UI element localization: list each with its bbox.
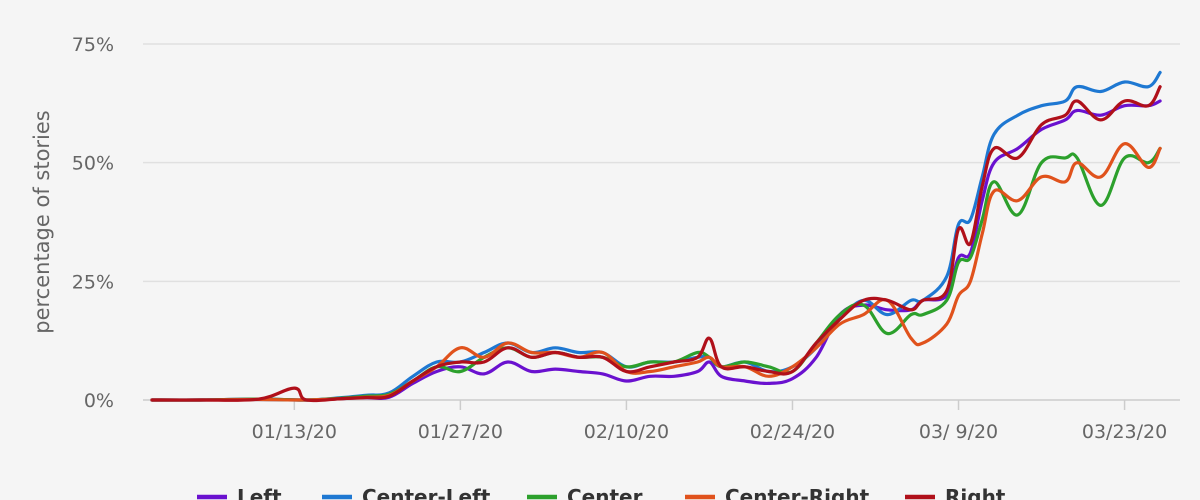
legend-label[interactable]: Right [945,485,1006,500]
x-tick-label: 01/27/20 [418,421,503,443]
y-axis-ticks: 0% 25% 50% 75% [72,34,114,412]
x-tick-label: 02/24/20 [750,421,835,443]
legend-label[interactable]: Left [237,485,282,500]
x-tick-label: 03/ 9/20 [919,421,998,443]
legend: Left Center-Left Center Center-Right Right [197,485,1006,500]
series-line-center[interactable] [150,146,1162,402]
legend-label[interactable]: Center [567,485,643,500]
gridlines [143,43,1180,401]
y-axis-label: percentage of stories [30,110,54,334]
x-tick-label: 03/23/20 [1082,421,1167,443]
series-line-left[interactable] [150,99,1162,402]
y-tick-label: 0% [84,390,114,412]
x-axis-ticks: 01/13/20 01/27/20 02/10/20 02/24/20 03/ 9/20… [252,400,1167,443]
x-tick-label: 02/10/20 [584,421,669,443]
legend-label[interactable]: Center-Right [725,485,870,500]
series-lines [150,70,1162,403]
x-tick-label: 01/13/20 [252,421,337,443]
series-line-center-left[interactable] [150,70,1162,402]
y-tick-label: 50% [72,153,114,175]
y-tick-label: 25% [72,271,114,293]
y-tick-label: 75% [72,34,114,56]
legend-label[interactable]: Center-Left [362,485,491,500]
series-line-right[interactable] [150,85,1162,403]
